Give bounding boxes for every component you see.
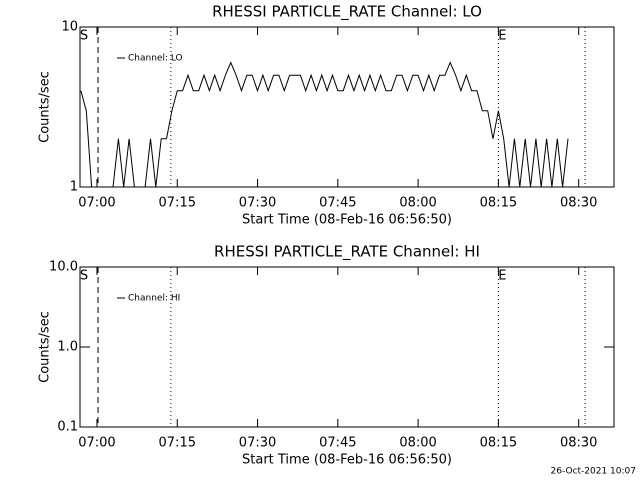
event-label: E <box>498 269 506 284</box>
x-tick-label: 08:00 <box>399 436 436 451</box>
x-tick-label: 08:30 <box>560 196 597 211</box>
x-tick-label: 07:30 <box>239 196 276 211</box>
x-tick-label: 08:15 <box>480 196 517 211</box>
y-tick-label: 10 <box>61 20 78 35</box>
chart-title: RHESSI PARTICLE_RATE Channel: HI <box>214 243 480 262</box>
chart-title: RHESSI PARTICLE_RATE Channel: LO <box>212 3 482 22</box>
x-tick-label: 08:30 <box>560 436 597 451</box>
y-axis-title: Counts/sec <box>38 311 53 383</box>
x-tick-label: 07:45 <box>319 436 356 451</box>
x-tick-label: 07:45 <box>319 196 356 211</box>
y-tick-label: 1 <box>70 180 78 195</box>
x-axis-title: Start Time (08-Feb-16 06:56:50) <box>242 213 452 228</box>
x-axis-title: Start Time (08-Feb-16 06:56:50) <box>242 453 452 468</box>
event-label: S <box>80 29 88 44</box>
legend-label: Channel: HI <box>128 294 180 304</box>
legend-label: Channel: LO <box>128 54 183 64</box>
x-tick-label: 07:15 <box>159 436 196 451</box>
y-tick-label: 0.1 <box>57 420 78 435</box>
x-tick-label: 07:15 <box>159 196 196 211</box>
x-tick-label: 08:15 <box>480 436 517 451</box>
x-tick-label: 07:30 <box>239 436 276 451</box>
y-tick-label: 1.0 <box>57 340 78 355</box>
x-tick-label: 07:00 <box>78 196 115 211</box>
x-tick-label: 07:00 <box>78 436 115 451</box>
series-line <box>80 61 569 188</box>
plot-frame <box>79 26 615 188</box>
event-label: E <box>498 29 506 44</box>
y-axis-title: Counts/sec <box>38 71 53 143</box>
footer: 26-Oct-2021 10:07 <box>551 467 636 477</box>
y-tick-label: 10.0 <box>49 260 78 275</box>
event-label: S <box>80 269 88 284</box>
x-tick-label: 08:00 <box>399 196 436 211</box>
